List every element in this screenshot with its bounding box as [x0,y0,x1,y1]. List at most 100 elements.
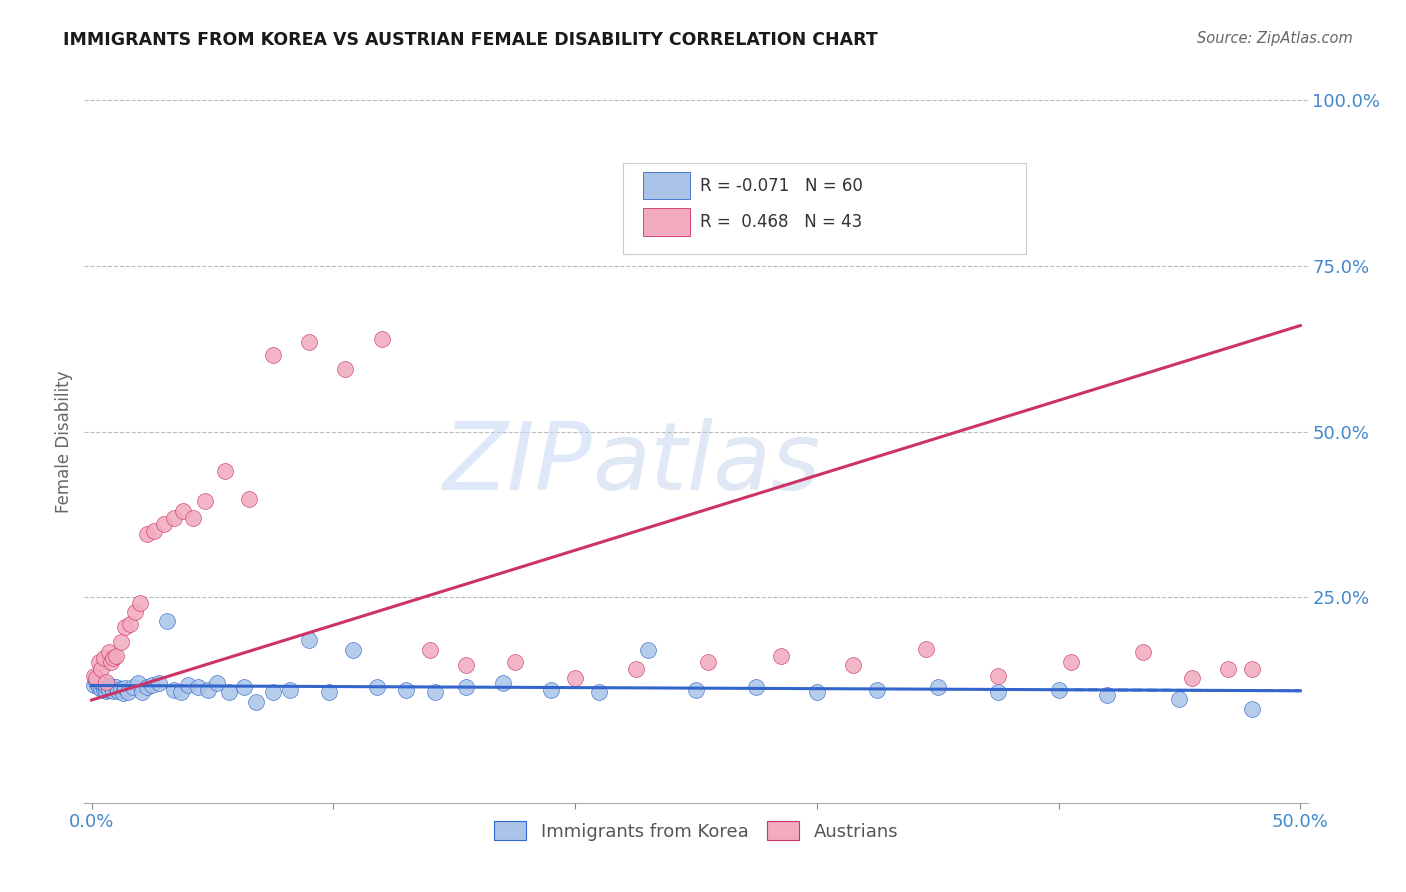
Point [491,676,513,690]
Point [238,492,260,507]
Point [148,676,170,690]
Point [914,642,936,657]
Point [114,620,136,634]
Legend: Immigrants from Korea, Austrians: Immigrants from Korea, Austrians [486,814,905,848]
Point [624,662,647,676]
Point [153,517,176,532]
Point [112,686,135,700]
Point [87,680,110,694]
Point [107,684,129,698]
Point [806,685,828,699]
Point [121,681,143,695]
Point [194,494,217,508]
Point [456,680,478,694]
Point [136,681,159,695]
Point [127,676,149,690]
Point [104,681,127,695]
Text: Source: ZipAtlas.com: Source: ZipAtlas.com [1197,31,1353,46]
Text: ZIP: ZIP [443,417,592,508]
Point [1095,689,1118,703]
Point [987,668,1010,682]
Point [366,681,388,695]
Text: IMMIGRANTS FROM KOREA VS AUSTRIAN FEMALE DISABILITY CORRELATION CHART: IMMIGRANTS FROM KOREA VS AUSTRIAN FEMALE… [63,31,877,49]
Point [104,648,127,663]
Point [987,685,1010,699]
Point [120,616,142,631]
Point [262,348,284,362]
Point [103,681,125,696]
Point [93,651,115,665]
Point [93,678,115,692]
Point [1240,662,1263,676]
Point [218,685,240,699]
Point [155,614,177,628]
Point [395,683,418,698]
Point [100,679,122,693]
FancyBboxPatch shape [644,208,690,235]
Point [163,683,186,698]
Point [842,657,865,672]
Point [86,671,108,685]
Point [129,596,152,610]
Point [110,635,132,649]
FancyBboxPatch shape [644,172,690,200]
Point [90,681,112,696]
Point [207,676,229,690]
Point [769,648,792,663]
Point [697,655,720,669]
Point [83,668,105,682]
Point [90,662,112,676]
Point [94,679,117,693]
Point [278,683,301,698]
Point [423,685,446,699]
Point [1132,645,1154,659]
Point [187,681,209,695]
Point [94,675,117,690]
Point [170,685,193,699]
Point [94,684,117,698]
Point [298,335,321,350]
Y-axis label: Female Disability: Female Disability [55,370,73,513]
Point [197,683,219,698]
Point [100,655,122,669]
Point [86,675,108,690]
Point [97,681,120,695]
Point [335,361,357,376]
Point [136,527,159,541]
Point [503,655,526,669]
Point [1060,655,1083,669]
Text: R =  0.468   N = 43: R = 0.468 N = 43 [700,213,862,231]
Point [745,680,768,694]
Point [1240,701,1263,715]
Point [685,683,707,698]
Point [124,605,146,619]
Point [131,685,153,699]
Point [927,680,949,694]
Point [181,510,204,524]
Point [262,685,284,699]
Point [87,655,110,669]
Point [83,678,105,692]
Point [87,673,110,688]
Point [90,676,112,690]
Point [93,683,115,698]
Point [866,683,889,698]
Point [298,633,321,648]
Point [163,510,186,524]
Point [540,683,562,698]
Point [1168,691,1191,706]
Text: R = -0.071   N = 60: R = -0.071 N = 60 [700,177,862,194]
Point [318,685,340,699]
Point [214,464,236,478]
Point [564,671,586,685]
Point [232,681,254,695]
Point [117,685,139,699]
Point [172,504,194,518]
FancyBboxPatch shape [623,163,1026,253]
Point [342,643,364,657]
Point [245,695,267,709]
Point [1180,671,1202,685]
Point [143,524,166,538]
Point [103,651,125,665]
Point [637,643,659,657]
